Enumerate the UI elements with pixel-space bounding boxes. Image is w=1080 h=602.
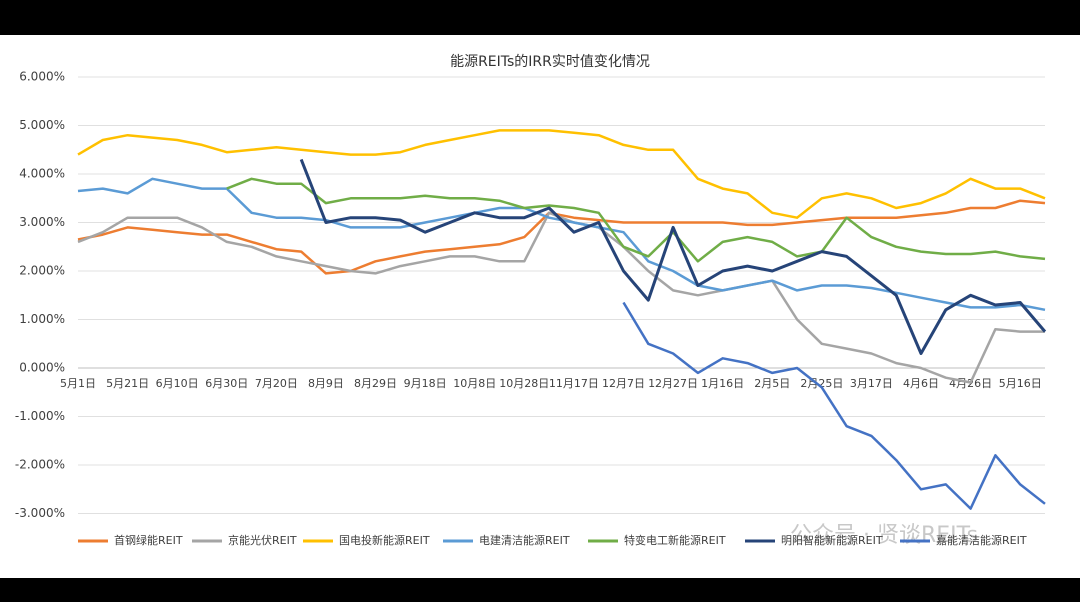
watermark: 公众号 · 贤谈REITs [790,523,978,548]
x-tick-label: 12月7日 [602,377,645,390]
x-tick-label: 10月28日 [499,377,549,390]
legend-label: 明阳智能新能源REIT [781,533,883,547]
y-tick-label: -2.000% [15,458,65,472]
series-line [77,211,1045,384]
chart-title: 能源REITs的IRR实时值变化情况 [450,54,650,70]
y-tick-label: 0.000% [19,361,65,375]
x-tick-label: 6月30日 [205,377,248,390]
y-tick-label: -3.000% [15,506,65,520]
y-tick-label: 6.000% [19,70,65,84]
x-tick-label: 12月27日 [648,377,698,390]
y-tick-label: 2.000% [19,264,65,278]
series-line [622,301,1046,510]
legend-label: 首钢绿能REIT [114,533,183,547]
x-tick-label: 6月10日 [156,377,199,390]
x-tick-label: 10月8日 [453,377,496,390]
y-tick-label: -1.000% [15,409,65,423]
y-tick-label: 3.000% [19,215,65,229]
x-tick-label: 11月17日 [549,377,599,390]
x-tick-label: 2月5日 [754,377,790,390]
x-tick-label: 8月29日 [354,377,397,390]
y-tick-label: 4.000% [19,167,65,181]
legend-label: 嘉能清洁能源REIT [936,533,1027,547]
x-tick-label: 5月16日 [999,377,1042,390]
legend-label: 电建清洁能源REIT [479,533,570,547]
series-line [77,129,1046,219]
x-tick-label: 5月21日 [106,377,149,390]
chart-background [0,35,1080,578]
y-tick-label: 1.000% [19,312,65,326]
x-tick-label: 7月20日 [255,377,298,390]
x-tick-label: 1月16日 [701,377,744,390]
x-tick-label: 5月1日 [60,377,96,390]
series-line [77,199,1046,275]
x-tick-label: 9月18日 [404,377,447,390]
y-tick-label: 5.000% [19,118,65,132]
legend-label: 国电投新能源REIT [339,533,430,547]
series-line [299,158,1047,355]
x-tick-label: 3月17日 [850,377,893,390]
x-tick-label: 8月9日 [308,377,344,390]
legend-label: 京能光伏REIT [228,533,297,547]
legend-label: 特变电工新能源REIT [624,533,726,547]
x-tick-label: 4月6日 [903,377,939,390]
series-line [226,177,1046,263]
